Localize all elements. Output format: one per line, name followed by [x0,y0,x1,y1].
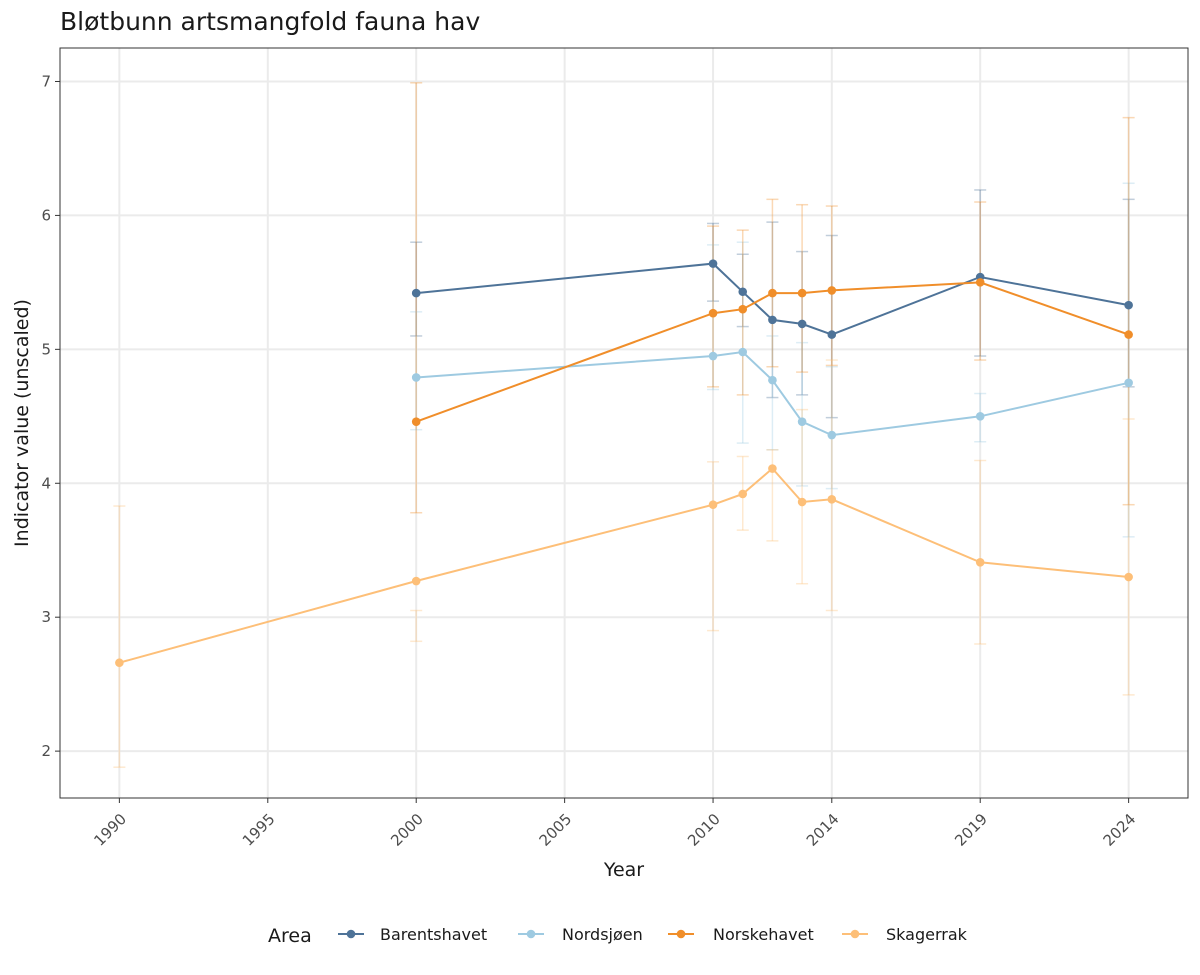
y-axis-ticks: 2 3 4 5 6 7 [41,72,60,760]
data-point-barentshavet [738,287,748,297]
series-line-norskehavet [415,281,1129,423]
y-tick-label: 3 [41,608,51,626]
legend-key-point [526,929,536,939]
error-bar-barentshavet [825,234,838,419]
data-point-skagerrak [738,489,748,499]
legend-label: Nordsjøen [562,925,643,944]
data-point-barentshavet [797,319,807,329]
error-bar-nordsj-en [825,366,838,490]
y-tick-label: 2 [41,742,51,760]
error-bar-skagerrak [796,408,809,585]
data-point-norskehavet [975,278,985,287]
x-tick-label: 2005 [536,810,576,850]
x-tick-label: 2010 [684,810,724,850]
data-point-barentshavet [708,259,718,268]
error-bar-skagerrak [974,459,987,645]
error-bar-skagerrak [113,505,126,768]
data-point-nordsj-en [827,430,837,440]
x-tick-label: 1995 [239,810,279,850]
error-bar-nordsj-en [1122,182,1135,538]
legend-item-barentshavet: Barentshavet [338,925,487,944]
legend: Area Barentshavet Nordsjøen Norskehavet Ska… [268,925,968,947]
x-tick-label: 2024 [1100,810,1140,850]
y-axis-title: Indicator value (unscaled) [11,299,33,547]
chart-title: Bløtbunn artsmangfold fauna hav [60,7,480,36]
data-point-nordsj-en [738,347,748,357]
error-bar-nordsj-en [736,241,749,444]
data-point-nordsj-en [708,351,718,361]
legend-label: Skagerrak [886,925,968,944]
legend-key-point [346,929,356,939]
error-bar-norskehavet [766,198,779,368]
error-bar-nordsj-en [410,311,423,431]
error-bars [113,82,1135,768]
y-tick-label: 7 [41,72,51,90]
plot-background [60,48,1188,798]
data-point-skagerrak [975,557,985,567]
data-point-norskehavet [708,308,718,318]
legend-key-point [850,929,860,939]
data-point-norskehavet [768,288,777,298]
data-point-skagerrak [827,495,837,504]
data-point-barentshavet [411,288,421,298]
error-bar-skagerrak [707,461,720,632]
data-point-norskehavet [827,286,837,295]
data-point-nordsj-en [1124,378,1133,388]
data-point-nordsj-en [797,417,807,426]
grid [60,48,1188,798]
error-bar-skagerrak [825,359,838,612]
legend-title: Area [268,925,312,947]
data-point-nordsj-en [975,412,985,421]
legend-item-skagerrak: Skagerrak [842,925,968,944]
data-point-norskehavet [1124,330,1133,339]
plot-border [59,47,1189,799]
x-tick-label: 2000 [387,810,427,850]
data-point-skagerrak [797,497,807,507]
error-bar-skagerrak [410,609,423,643]
data-point-norskehavet [738,304,748,314]
data-point-barentshavet [1124,300,1133,310]
error-bar-nordsj-en [766,335,779,451]
data-point-barentshavet [827,330,837,339]
data-point-skagerrak [115,658,124,668]
legend-label: Norskehavet [713,925,814,944]
y-tick-label: 5 [41,340,51,358]
data-point-skagerrak [1124,572,1133,582]
data-point-norskehavet [411,417,421,426]
series-points [115,259,1133,668]
y-tick-label: 4 [41,474,51,492]
data-point-skagerrak [411,576,421,586]
error-bar-barentshavet [766,221,779,399]
data-point-nordsj-en [768,375,777,385]
data-point-norskehavet [797,288,807,298]
error-bar-norskehavet [410,82,423,514]
legend-item-nordsj-en: Nordsjøen [518,925,643,944]
series-line-barentshavet [416,262,1129,336]
x-tick-label: 1990 [90,810,130,850]
error-bar-skagerrak [1122,418,1135,696]
series-line-nordsj-en [416,350,1129,437]
x-axis-title: Year [603,859,644,881]
data-point-barentshavet [768,315,777,325]
data-point-nordsj-en [411,373,421,382]
x-axis-ticks: 1990 1995 2000 2005 2010 2014 2019 2024 [90,798,1139,850]
x-tick-label: 2019 [951,810,991,850]
data-point-skagerrak [768,464,777,473]
error-bar-nordsj-en [796,341,809,487]
series-lines [119,262,1129,664]
legend-key-point [676,929,686,939]
error-bar-norskehavet [796,203,809,373]
error-bar-norskehavet [1122,116,1135,506]
legend-item-norskehavet: Norskehavet [668,925,814,944]
legend-label: Barentshavet [380,925,487,944]
x-tick-label: 2014 [803,810,843,850]
y-tick-label: 6 [41,206,51,224]
data-point-skagerrak [708,500,718,509]
